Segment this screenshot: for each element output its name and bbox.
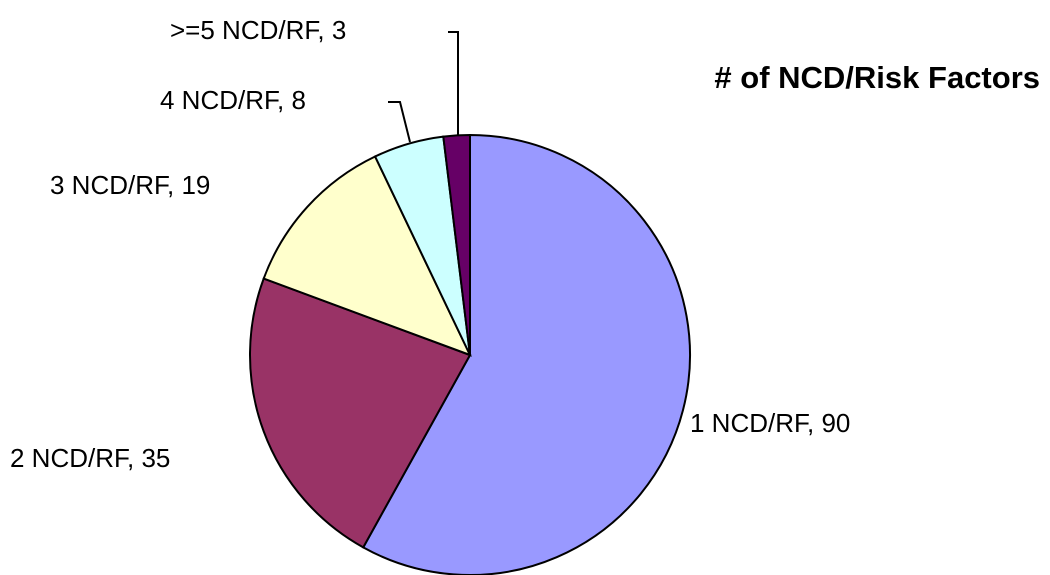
chart-title: # of NCD/Risk Factors bbox=[714, 60, 1040, 95]
pie-slice bbox=[262, 155, 472, 357]
data-label: 3 NCD/RF, 19 bbox=[50, 170, 210, 200]
data-label: 2 NCD/RF, 35 bbox=[10, 443, 170, 473]
pie-slice bbox=[442, 133, 471, 356]
leader-line bbox=[388, 101, 411, 143]
data-label: 1 NCD/RF, 90 bbox=[690, 408, 850, 438]
data-label: >=5 NCD/RF, 3 bbox=[170, 15, 346, 45]
data-label: 4 NCD/RF, 8 bbox=[160, 85, 306, 115]
leader-line bbox=[448, 31, 459, 137]
pie-slice bbox=[249, 277, 472, 549]
